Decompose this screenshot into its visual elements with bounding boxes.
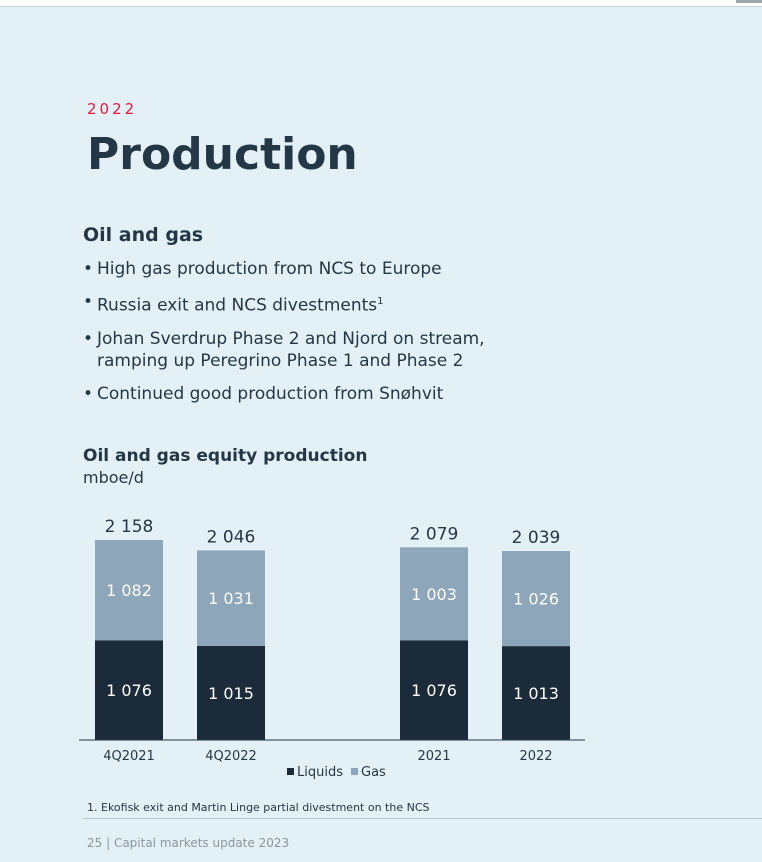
bar-liquids — [502, 646, 570, 740]
category-label: 2021 — [417, 749, 450, 764]
data-label-liquids: 1 076 — [411, 681, 457, 700]
data-label-gas: 1 026 — [513, 590, 559, 609]
data-label-liquids: 1 076 — [106, 681, 152, 700]
slide-title: Production — [87, 129, 358, 180]
bar-liquids — [95, 640, 163, 740]
total-label: 2 079 — [410, 524, 459, 544]
bullet-item: High gas production from NCS to Europe — [83, 258, 553, 280]
category-label: 4Q2022 — [205, 749, 257, 764]
footnote: 1. Ekofisk exit and Martin Linge partial… — [87, 801, 430, 814]
category-label: 4Q2021 — [103, 749, 155, 764]
total-label: 2 158 — [105, 517, 154, 537]
data-label-gas: 1 082 — [106, 581, 152, 600]
bullet-text: High gas production from NCS to Europe — [97, 259, 442, 279]
section-heading: Oil and gas — [83, 224, 204, 246]
total-label: 2 046 — [207, 527, 256, 547]
data-label-liquids: 1 015 — [208, 684, 254, 703]
legend-label-gas: Gas — [361, 765, 386, 780]
top-bar — [0, 0, 762, 7]
bullet-item: Russia exit and NCS divestments1 — [83, 291, 553, 317]
total-label: 2 039 — [512, 528, 561, 548]
data-label-gas: 1 031 — [208, 589, 254, 608]
category-label: 2022 — [519, 749, 552, 764]
chart-title: Oil and gas equity production — [83, 446, 368, 466]
bullet-text: Russia exit and NCS divestments — [97, 295, 378, 316]
bullet-text: Johan Sverdrup Phase 2 and Njord on stre… — [97, 328, 485, 371]
bullet-item: Johan Sverdrup Phase 2 and Njord on stre… — [83, 328, 553, 372]
legend-swatch-gas — [351, 768, 358, 775]
bar-gas — [400, 547, 468, 641]
bar-gas — [95, 540, 163, 641]
bar-gas — [502, 551, 570, 647]
bar-liquids — [197, 645, 265, 740]
top-bar-tab — [736, 0, 762, 3]
slide-year: 2022 — [87, 100, 138, 118]
legend-swatch-liquids — [287, 768, 294, 775]
chart-unit: mboe/d — [83, 468, 144, 487]
footnote-marker: 1 — [377, 296, 384, 307]
bar-gas — [197, 550, 265, 646]
footer-divider — [83, 818, 762, 819]
bar-liquids — [400, 640, 468, 740]
data-label-gas: 1 003 — [411, 585, 457, 604]
bullet-list: High gas production from NCS to Europe R… — [83, 258, 553, 416]
bullet-item: Continued good production from Snøhvit — [83, 383, 553, 405]
bullet-text: Continued good production from Snøhvit — [97, 383, 444, 404]
legend-label-liquids: Liquids — [297, 765, 343, 780]
production-chart: 1 076 1 082 2 158 4Q2021 1 015 1 031 2 046 4Q20… — [79, 517, 585, 780]
page-footer: 25 | Capital markets update 2023 — [87, 836, 290, 850]
data-label-liquids: 1 013 — [513, 684, 559, 703]
